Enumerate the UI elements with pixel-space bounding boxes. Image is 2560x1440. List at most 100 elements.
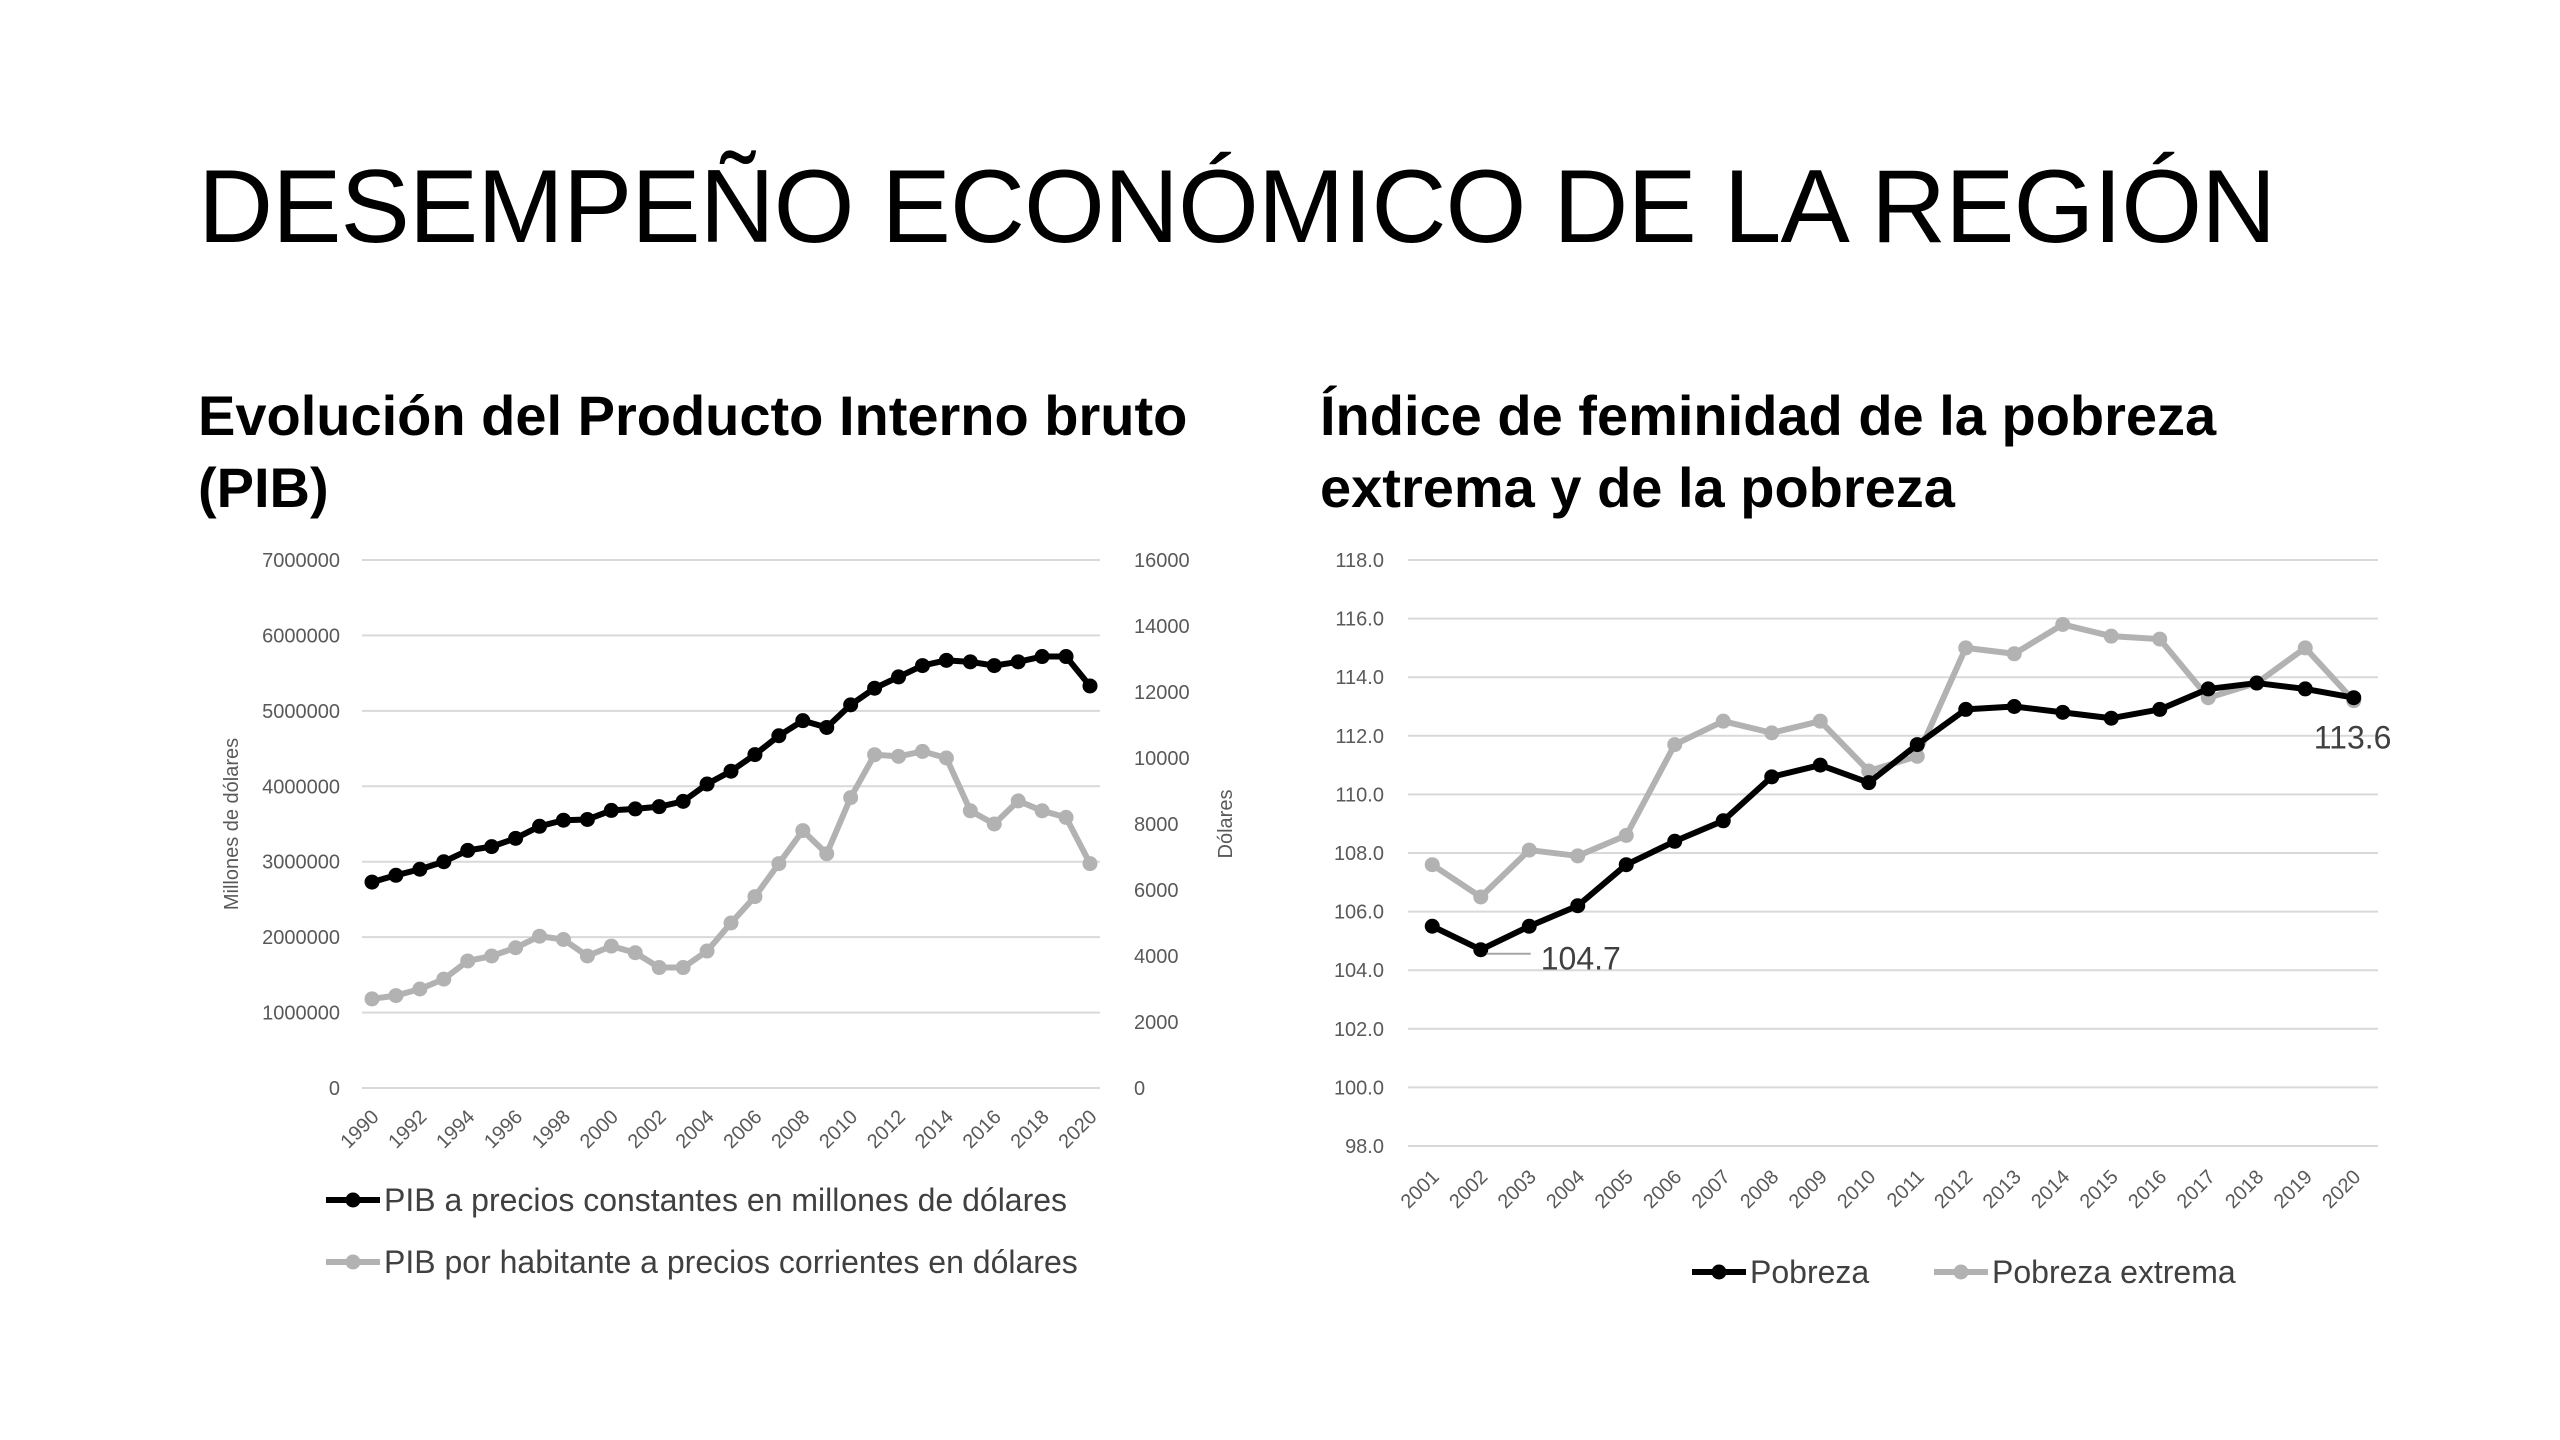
data-point <box>675 793 691 809</box>
data-point <box>891 748 907 764</box>
data-point <box>2297 681 2313 697</box>
data-point <box>867 680 883 696</box>
data-point <box>1570 898 1586 914</box>
data-point <box>579 948 595 964</box>
y-tick-label: 1000000 <box>262 1003 340 1025</box>
x-tick-label: 1996 <box>480 1106 527 1153</box>
x-tick-label: 2004 <box>1542 1166 1589 1213</box>
data-point <box>723 915 739 931</box>
legend-marker <box>345 1254 361 1270</box>
x-tick-label: 2004 <box>672 1106 719 1153</box>
data-point <box>436 971 452 987</box>
data-point <box>412 981 428 997</box>
data-point <box>1958 701 1974 717</box>
legend-marker <box>1711 1264 1727 1280</box>
data-point <box>891 669 907 685</box>
data-point <box>867 747 883 763</box>
data-label: 104.7 <box>1541 941 1621 977</box>
y-tick-label: 3000000 <box>262 852 340 874</box>
x-tick-label: 2006 <box>1639 1166 1686 1213</box>
y-tick-label: 106.0 <box>1334 902 1384 924</box>
data-point <box>1958 640 1974 656</box>
data-point <box>771 728 787 744</box>
legend-label: Pobreza extrema <box>1992 1254 2236 1290</box>
legend-label: PIB por habitante a precios corrientes e… <box>384 1244 1078 1280</box>
data-point <box>2103 628 2119 644</box>
data-point <box>962 654 978 670</box>
y-tick-label: 4000000 <box>262 776 340 798</box>
data-point <box>1715 713 1731 729</box>
data-point <box>2055 616 2071 632</box>
data-point <box>1058 809 1074 825</box>
data-point <box>699 943 715 959</box>
x-tick-label: 2012 <box>1930 1166 1977 1213</box>
y-tick-label: 100.0 <box>1334 1077 1384 1099</box>
data-point <box>962 803 978 819</box>
data-point <box>699 776 715 792</box>
data-point <box>2006 699 2022 714</box>
x-tick-label: 2008 <box>767 1106 814 1153</box>
x-tick-label: 2010 <box>1833 1166 1880 1213</box>
data-point <box>843 790 859 806</box>
data-point <box>1618 857 1634 873</box>
x-tick-label: 2008 <box>1736 1166 1783 1213</box>
data-point <box>1667 737 1683 753</box>
data-point <box>651 799 667 815</box>
y-tick-label: 114.0 <box>1335 667 1384 689</box>
page-title: DESEMPEÑO ECONÓMICO DE LA REGIÓN <box>198 149 2276 265</box>
y2-tick-label: 14000 <box>1134 616 1190 638</box>
x-tick-label: 2007 <box>1688 1166 1735 1213</box>
data-point <box>532 928 548 944</box>
data-point <box>914 658 930 674</box>
gdp-chart: 0 1000000 2000000 3000000 4000000 5000000 6000… <box>221 550 1237 1280</box>
data-point <box>1010 654 1026 670</box>
y2-tick-label: 6000 <box>1134 880 1179 902</box>
y-tick-label: 98.0 <box>1345 1136 1384 1158</box>
x-tick-label: 1998 <box>528 1106 575 1153</box>
y-tick-label: 102.0 <box>1334 1019 1384 1041</box>
data-point <box>603 938 619 954</box>
data-point <box>675 960 691 976</box>
series-line <box>371 748 1093 1002</box>
x-tick-label: 2000 <box>576 1106 623 1153</box>
data-point <box>938 750 954 766</box>
data-point <box>723 763 739 779</box>
data-point <box>627 945 643 961</box>
data-point <box>1424 857 1440 873</box>
y-tick-label: 6000000 <box>262 625 340 647</box>
data-point <box>1812 757 1828 773</box>
data-point <box>436 854 452 870</box>
x-tick-label: 2011 <box>1883 1166 1929 1212</box>
x-tick-label: 2016 <box>2124 1166 2171 1213</box>
data-point <box>627 801 643 817</box>
data-point <box>460 842 476 858</box>
data-point <box>1715 813 1731 829</box>
data-point <box>747 747 763 763</box>
y2-tick-label: 16000 <box>1134 550 1190 572</box>
x-tick-label: 2002 <box>624 1106 671 1153</box>
x-tick-label: 2006 <box>719 1106 766 1153</box>
data-point <box>938 652 954 668</box>
data-point <box>1667 833 1683 849</box>
data-point <box>747 889 763 905</box>
data-point <box>508 940 524 956</box>
data-point <box>771 856 787 872</box>
data-point <box>2346 693 2362 709</box>
x-tick-label: 1992 <box>384 1106 431 1153</box>
legend-label: Pobreza <box>1750 1254 1869 1290</box>
data-point <box>532 818 548 834</box>
x-tick-label: 2020 <box>2318 1166 2365 1213</box>
y-tick-label: 108.0 <box>1334 843 1384 865</box>
x-tick-label: 2014 <box>911 1106 958 1153</box>
y2-axis-label: Dólares <box>1215 790 1237 859</box>
data-point <box>2200 690 2216 706</box>
data-point <box>2249 675 2265 691</box>
data-point <box>1764 725 1780 741</box>
y-tick-label: 118.0 <box>1335 550 1384 572</box>
data-point <box>1909 737 1925 753</box>
y2-tick-label: 2000 <box>1134 1012 1179 1034</box>
data-point <box>484 839 500 855</box>
y-tick-label: 0 <box>329 1078 340 1100</box>
y-axis-label: Millones de dólares <box>221 738 243 910</box>
x-tick-label: 2013 <box>1979 1166 2026 1213</box>
